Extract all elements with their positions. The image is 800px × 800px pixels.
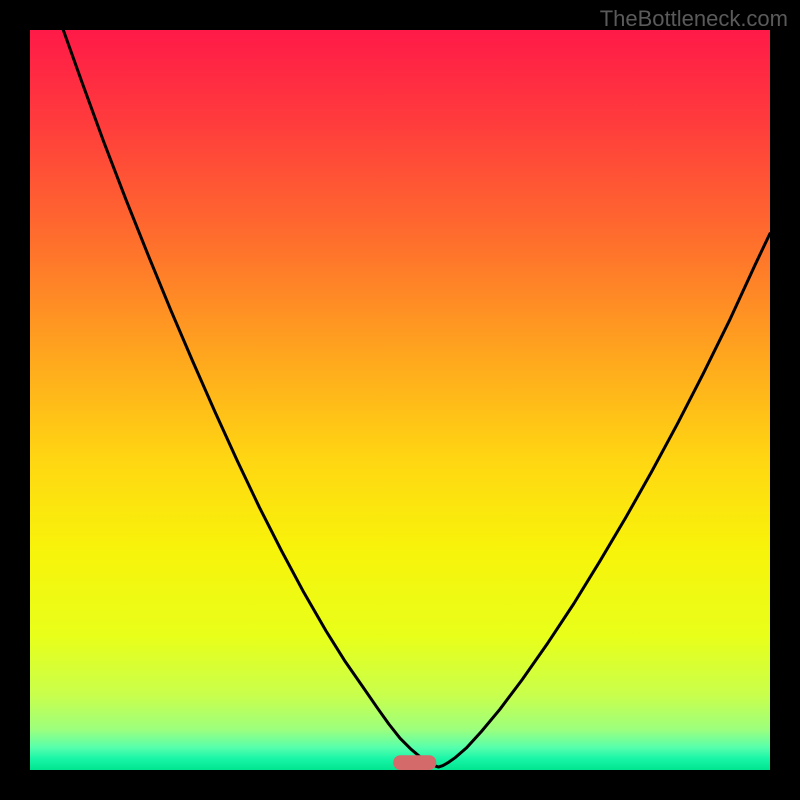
- minimum-marker: [393, 755, 436, 770]
- plot-area: [30, 30, 770, 770]
- watermark-text: TheBottleneck.com: [600, 6, 788, 32]
- bottleneck-curve: [63, 30, 770, 767]
- curve-layer: [30, 30, 770, 770]
